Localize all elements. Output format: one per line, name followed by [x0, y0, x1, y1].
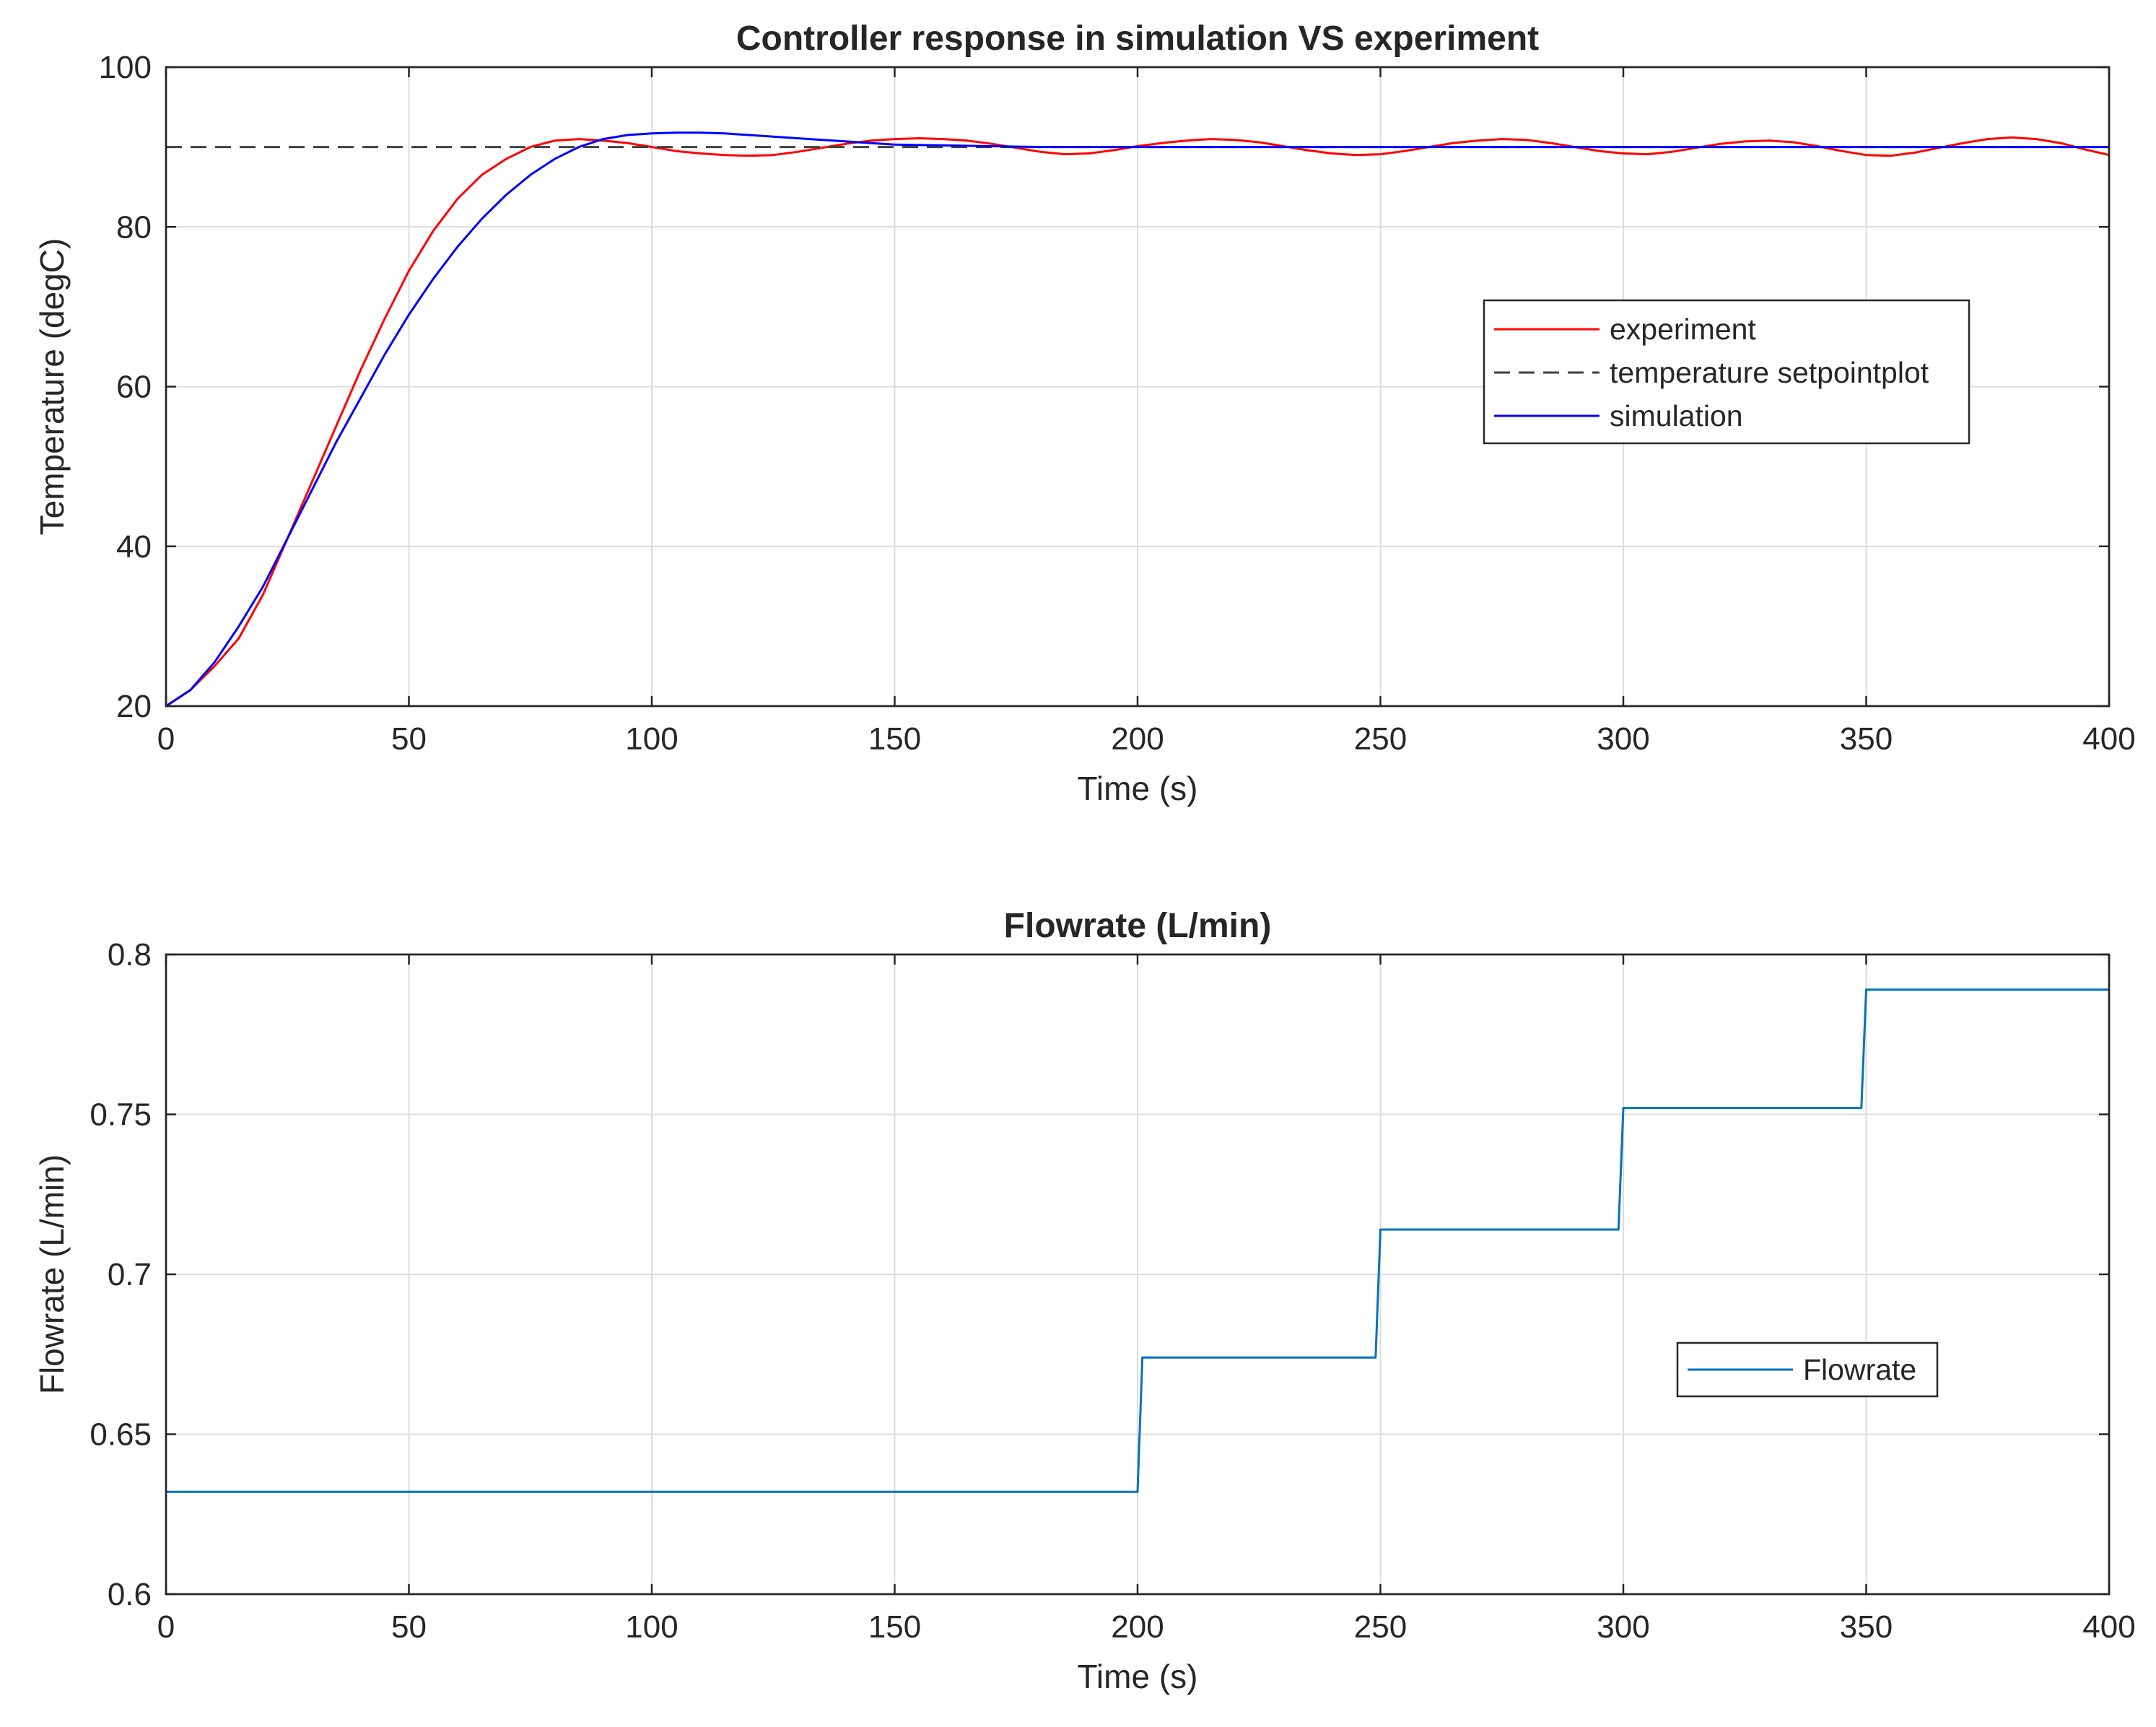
series-line-1 — [166, 988, 2109, 1493]
y-tick-label: 20 — [116, 689, 152, 724]
flowrate-plot: 0 50 100 150 200 250 300 350 400 0.6 0.65 0.7 0.75 0.… — [33, 907, 2136, 1695]
y-axis-label: Temperature (degC) — [33, 238, 71, 536]
legend-label-1: Flowrate — [1803, 1353, 1916, 1386]
legend: experiment temperature setpointplot simula… — [1483, 299, 1970, 445]
chart-title: Flowrate (L/min) — [1004, 907, 1272, 945]
y-tick-label: 60 — [116, 370, 152, 405]
x-tick-label: 150 — [868, 721, 921, 757]
x-tick-label: 0 — [157, 721, 175, 757]
x-axis-label: Time (s) — [1078, 1658, 1198, 1695]
x-tick-label: 100 — [625, 721, 678, 757]
x-tick-label: 100 — [625, 1609, 678, 1645]
temperature-plot: 0 50 100 150 200 250 300 350 400 20 40 60 80 100 Contr… — [33, 19, 2136, 807]
y-tick-label: 40 — [116, 529, 152, 565]
x-tick-label: 300 — [1597, 721, 1649, 757]
legend-label-1: experiment — [1610, 313, 1756, 346]
y-tick-label: 100 — [99, 50, 152, 85]
x-tick-label: 50 — [391, 1609, 427, 1645]
y-tick-label: 0.75 — [90, 1097, 152, 1133]
x-tick-label: 250 — [1354, 1609, 1407, 1645]
x-tick-label: 400 — [2082, 1609, 2135, 1645]
legend-label-2: temperature setpointplot — [1610, 356, 1929, 389]
legend: Flowrate — [1676, 1341, 1939, 1398]
y-tick-label: 0.65 — [90, 1417, 152, 1453]
chart-title: Controller response in simulation VS exp… — [736, 19, 1539, 58]
x-tick-label: 350 — [1840, 1609, 1893, 1645]
x-axis-label: Time (s) — [1078, 770, 1198, 807]
x-tick-label: 300 — [1597, 1609, 1649, 1645]
series-line-3 — [165, 131, 2109, 708]
y-tick-label: 0.8 — [108, 937, 152, 973]
x-tick-label: 400 — [2082, 721, 2135, 757]
y-tick-label: 80 — [116, 209, 152, 245]
x-tick-label: 350 — [1840, 721, 1893, 757]
y-tick-label: 0.6 — [108, 1577, 152, 1612]
x-tick-label: 250 — [1354, 721, 1407, 757]
x-tick-label: 200 — [1111, 1609, 1164, 1645]
y-tick-label: 0.7 — [108, 1257, 152, 1292]
y-axis-label: Flowrate (L/min) — [33, 1154, 71, 1394]
legend-box — [1483, 299, 1970, 445]
x-tick-label: 200 — [1111, 721, 1164, 757]
x-tick-label: 50 — [391, 721, 427, 757]
legend-label-3: simulation — [1610, 399, 1743, 432]
x-tick-label: 0 — [157, 1609, 175, 1645]
x-tick-label: 150 — [868, 1609, 921, 1645]
